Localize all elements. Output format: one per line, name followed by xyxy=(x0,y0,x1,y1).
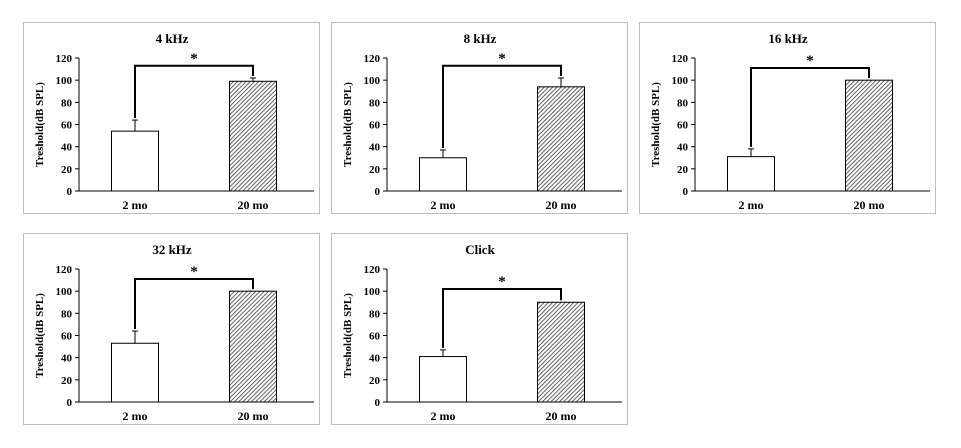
significance-bracket xyxy=(442,288,562,348)
chart-panel-4khz: 4 kHz Treshold(dB SPL) 0 20 40 60 80 100 120 2 mo… xyxy=(23,22,320,214)
x-category-label: 20 mo xyxy=(546,409,577,423)
y-axis-label: Treshold(dB SPL) xyxy=(34,82,46,167)
x-category-label: 2 mo xyxy=(739,198,764,212)
y-tick-label: 0 xyxy=(67,397,73,409)
y-tick-label: 80 xyxy=(61,308,73,320)
y-tick-label: 60 xyxy=(61,331,73,343)
y-tick-label: 120 xyxy=(364,264,381,276)
y-tick-label: 20 xyxy=(677,164,689,176)
y-tick-label: 40 xyxy=(61,142,73,154)
y-tick-label: 20 xyxy=(369,164,381,176)
x-category-label: 2 mo xyxy=(123,409,148,423)
significance-star: * xyxy=(190,264,198,280)
y-tick-label: 20 xyxy=(61,164,73,176)
y-tick-label: 40 xyxy=(61,353,73,365)
y-axis-label: Treshold(dB SPL) xyxy=(650,82,662,167)
y-axis-label: Treshold(dB SPL) xyxy=(342,293,354,378)
chart-svg: Click Treshold(dB SPL) 0 20 40 60 80 100 120 2 mo… xyxy=(342,242,622,423)
y-tick-label: 120 xyxy=(56,53,73,65)
significance-bracket xyxy=(134,277,254,330)
bar-2mo xyxy=(727,156,775,192)
y-tick-label: 20 xyxy=(61,375,73,387)
y-tick-label: 120 xyxy=(672,53,689,65)
significance-star: * xyxy=(498,51,506,67)
x-category-label: 20 mo xyxy=(854,198,885,212)
y-tick-label: 0 xyxy=(375,186,381,198)
x-category-label: 2 mo xyxy=(123,198,148,212)
y-tick-label: 40 xyxy=(677,142,689,154)
y-tick-label: 60 xyxy=(369,331,381,343)
y-tick-label: 100 xyxy=(364,286,381,298)
bar-20mo xyxy=(845,79,893,192)
significance-star: * xyxy=(190,51,198,67)
y-tick-label: 80 xyxy=(369,308,381,320)
chart-title: 8 kHz xyxy=(464,31,497,46)
bar-2mo xyxy=(111,342,159,403)
chart-svg: 32 kHz Treshold(dB SPL) 0 20 40 60 80 100 120 2 m… xyxy=(34,242,314,423)
bar-20mo xyxy=(537,301,585,403)
y-tick-label: 80 xyxy=(677,97,689,109)
y-tick-label: 40 xyxy=(369,353,381,365)
x-category-label: 2 mo xyxy=(431,409,456,423)
bar-2mo xyxy=(111,130,159,192)
y-tick-label: 0 xyxy=(67,186,73,198)
y-tick-label: 60 xyxy=(369,120,381,132)
significance-star: * xyxy=(498,274,506,290)
chart-panel-click: Click Treshold(dB SPL) 0 20 40 60 80 100 120 2 mo… xyxy=(331,233,628,425)
y-tick-label: 120 xyxy=(56,264,73,276)
chart-panel-8khz: 8 kHz Treshold(dB SPL) 0 20 40 60 80 100 120 2 mo… xyxy=(331,22,628,214)
y-tick-label: 60 xyxy=(61,120,73,132)
x-category-label: 20 mo xyxy=(238,198,269,212)
y-tick-label: 100 xyxy=(672,75,689,87)
y-tick-label: 80 xyxy=(61,97,73,109)
y-tick-label: 80 xyxy=(369,97,381,109)
chart-panel-16khz: 16 kHz Treshold(dB SPL) 0 20 40 60 80 100 120 2 m… xyxy=(639,22,936,214)
significance-bracket xyxy=(442,64,562,148)
y-tick-label: 20 xyxy=(369,375,381,387)
chart-svg: 4 kHz Treshold(dB SPL) 0 20 40 60 80 100 120 2 mo… xyxy=(34,31,314,212)
y-tick-label: 100 xyxy=(56,75,73,87)
y-tick-label: 100 xyxy=(56,286,73,298)
bar-20mo xyxy=(229,80,277,192)
significance-star: * xyxy=(806,53,814,69)
y-tick-label: 0 xyxy=(375,397,381,409)
y-axis-label: Treshold(dB SPL) xyxy=(34,293,46,378)
bar-20mo xyxy=(537,86,585,192)
bar-20mo xyxy=(229,290,277,403)
y-tick-label: 120 xyxy=(364,53,381,65)
y-tick-label: 60 xyxy=(677,120,689,132)
x-category-label: 20 mo xyxy=(546,198,577,212)
y-tick-label: 40 xyxy=(369,142,381,154)
y-axis-label: Treshold(dB SPL) xyxy=(342,82,354,167)
chart-panel-32khz: 32 kHz Treshold(dB SPL) 0 20 40 60 80 100 120 2 m… xyxy=(23,233,320,425)
x-category-label: 20 mo xyxy=(238,409,269,423)
significance-bracket xyxy=(750,66,870,147)
y-tick-label: 100 xyxy=(364,75,381,87)
bar-2mo xyxy=(419,356,467,403)
chart-svg: 8 kHz Treshold(dB SPL) 0 20 40 60 80 100 120 2 mo… xyxy=(342,31,622,212)
bar-2mo xyxy=(419,157,467,192)
y-tick-label: 0 xyxy=(683,186,689,198)
x-category-label: 2 mo xyxy=(431,198,456,212)
significance-bracket xyxy=(134,64,254,119)
chart-svg: 16 kHz Treshold(dB SPL) 0 20 40 60 80 100 120 2 m… xyxy=(650,31,930,212)
chart-title: 4 kHz xyxy=(156,31,189,46)
chart-title: 16 kHz xyxy=(768,31,808,46)
chart-title: Click xyxy=(465,242,495,257)
chart-title: 32 kHz xyxy=(152,242,192,257)
